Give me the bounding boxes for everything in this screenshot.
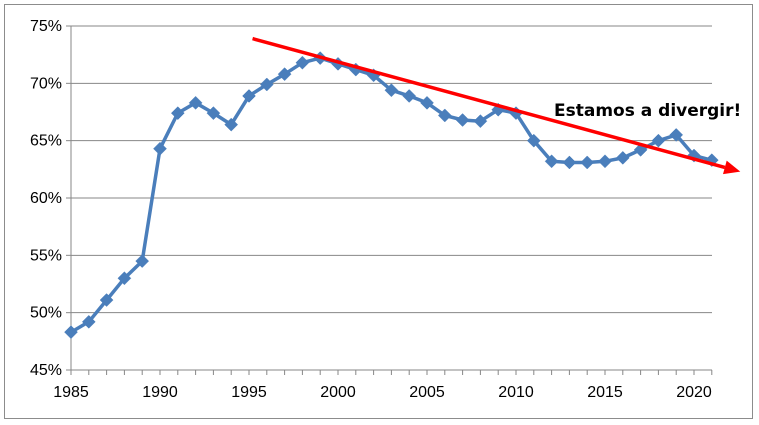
trend-arrow: [252, 36, 741, 175]
data-point: [135, 254, 150, 268]
data-point: [615, 151, 630, 165]
data-point: [277, 67, 292, 82]
series-line: [70, 56, 713, 334]
y-tick-label: 70%: [30, 75, 62, 92]
data-point: [437, 108, 452, 123]
x-tick-label: 1995: [231, 384, 267, 401]
data-point: [669, 128, 684, 142]
data-point: [473, 114, 488, 129]
y-tick-label: 75%: [30, 18, 62, 35]
data-point: [402, 89, 417, 103]
data-point: [384, 83, 399, 98]
data-point: [651, 133, 666, 148]
data-point: [81, 314, 96, 329]
x-tick-label: 2010: [498, 384, 534, 401]
y-tick-label: 60%: [30, 190, 62, 207]
data-point: [580, 155, 595, 170]
y-axis-tick-labels: 45% 50% 55% 60% 65% 70% 75%: [30, 18, 62, 379]
data-point: [170, 106, 185, 121]
trend-arrow-shaft: [252, 36, 726, 170]
data-point: [544, 154, 559, 169]
data-point: [206, 106, 221, 121]
data-point: [242, 89, 256, 103]
x-tick-label: 2015: [587, 384, 623, 401]
data-point: [598, 154, 612, 169]
data-point: [526, 133, 541, 148]
x-tick-label: 1990: [142, 384, 178, 401]
x-tick-label: 1985: [53, 384, 89, 401]
data-point: [259, 77, 274, 92]
x-tick-label: 2000: [320, 384, 356, 401]
x-axis-tick-labels: 1985 1990 1995 2000 2005 2010 2015 2020: [53, 384, 712, 401]
y-tick-label: 55%: [30, 247, 62, 264]
data-point: [562, 155, 577, 170]
y-tick-label: 50%: [30, 305, 62, 322]
series: [64, 51, 719, 340]
data-point: [117, 271, 132, 286]
annotation-text: Estamos a divergir!: [554, 101, 741, 121]
trend-arrow-head: [723, 160, 741, 175]
y-tick-label: 65%: [30, 133, 62, 150]
data-point: [188, 95, 203, 110]
x-tick-label: 2020: [676, 384, 712, 401]
data-point: [295, 55, 310, 70]
axes: [66, 25, 713, 375]
data-point: [99, 293, 114, 307]
data-point: [224, 117, 239, 132]
data-point: [420, 95, 434, 110]
x-tick-label: 2005: [409, 384, 445, 401]
data-point: [153, 141, 167, 156]
y-tick-label: 45%: [30, 362, 62, 379]
data-point: [455, 113, 470, 127]
data-point: [64, 325, 78, 340]
